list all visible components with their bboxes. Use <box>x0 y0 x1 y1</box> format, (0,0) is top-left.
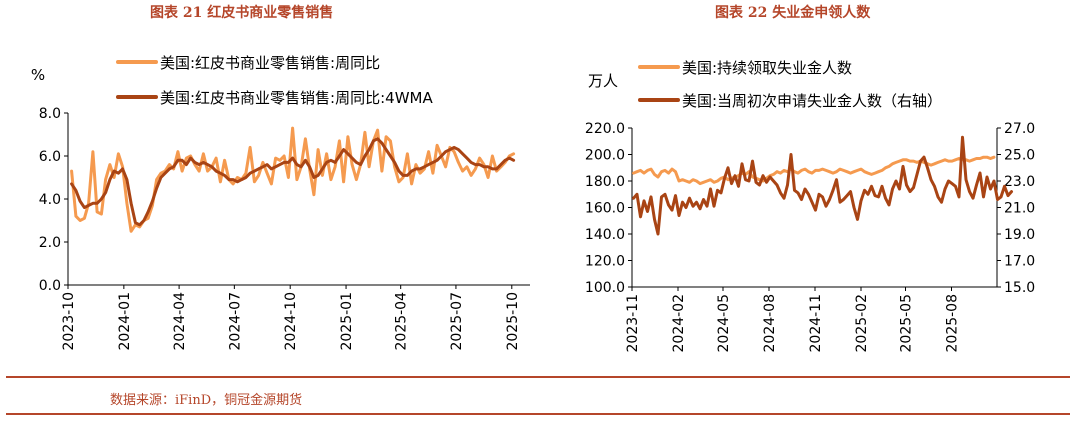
right-legend-label-2: 美国:当周初次申请失业金人数（右轴） <box>682 92 942 110</box>
right-y2-tick-label: 15.0 <box>1004 280 1035 296</box>
right-x-tick-label: 2025-02 <box>854 294 870 353</box>
right-x-tick-label: 2024-05 <box>716 294 732 353</box>
right-y2-tick-label: 27.0 <box>1004 121 1035 137</box>
left-y-tick-label: 6.0 <box>39 149 61 165</box>
right-y-tick-label: 100.0 <box>585 280 625 296</box>
left-series-line-1 <box>70 126 516 233</box>
right-legend-label-1: 美国:持续领取失业金人数 <box>682 59 852 77</box>
right-x-tick-label: 2024-02 <box>671 294 687 353</box>
right-series-line-1 <box>632 155 996 186</box>
left-x-tick-label: 2025-07 <box>449 292 465 351</box>
left-y-tick-label: 2.0 <box>39 235 61 251</box>
left-legend-label-1: 美国:红皮书商业零售销售:周同比 <box>160 54 380 72</box>
left-y-unit-label: % <box>31 66 45 84</box>
right-y2-tick-label: 17.0 <box>1004 254 1035 270</box>
right-x-tick-label: 2025-08 <box>945 294 961 353</box>
left-x-tick-label: 2025-01 <box>339 292 355 351</box>
left-x-tick-label: 2024-07 <box>227 292 243 351</box>
right-y-tick-label: 180.0 <box>585 174 625 190</box>
right-series-line-2 <box>632 135 1013 236</box>
right-y2-tick-label: 25.0 <box>1004 148 1035 164</box>
right-y-tick-label: 140.0 <box>585 227 625 243</box>
right-x-tick-label: 2023-11 <box>625 294 641 353</box>
right-x-tick-label: 2024-11 <box>808 294 824 353</box>
left-x-tick-label: 2025-04 <box>394 292 410 351</box>
left-x-tick-label: 2024-04 <box>172 292 188 351</box>
bottom-rule <box>6 413 1070 415</box>
right-chart-title: 图表 22 失业金申领人数 <box>715 5 871 21</box>
source-note: 数据来源：iFinD，铜冠金源期货 <box>110 393 303 408</box>
left-series-line-2 <box>70 137 516 227</box>
left-x-tick-label: 2023-10 <box>61 292 77 351</box>
left-legend-label-2: 美国:红皮书商业零售销售:周同比:4WMA <box>160 89 433 107</box>
left-x-tick-label: 2024-10 <box>283 292 299 351</box>
left-x-tick-label: 2024-01 <box>117 292 133 351</box>
right-x-tick-label: 2025-05 <box>899 294 915 353</box>
right-y2-tick-label: 21.0 <box>1004 201 1035 217</box>
right-y2-tick-label: 19.0 <box>1004 227 1035 243</box>
top-rule <box>6 376 1070 378</box>
right-y-tick-label: 120.0 <box>585 254 625 270</box>
right-y-unit-label: 万人 <box>588 72 618 90</box>
left-x-tick-label: 2025-10 <box>505 292 521 351</box>
left-y-tick-label: 0.0 <box>39 278 61 294</box>
left-chart-title: 图表 21 红皮书商业零售销售 <box>150 5 334 21</box>
left-y-tick-label: 8.0 <box>39 106 61 122</box>
left-y-tick-label: 4.0 <box>39 192 61 208</box>
right-y2-tick-label: 23.0 <box>1004 174 1035 190</box>
right-x-tick-label: 2024-08 <box>762 294 778 353</box>
right-y-tick-label: 160.0 <box>585 201 625 217</box>
right-y-tick-label: 220.0 <box>585 121 625 137</box>
right-y-tick-label: 200.0 <box>585 148 625 164</box>
